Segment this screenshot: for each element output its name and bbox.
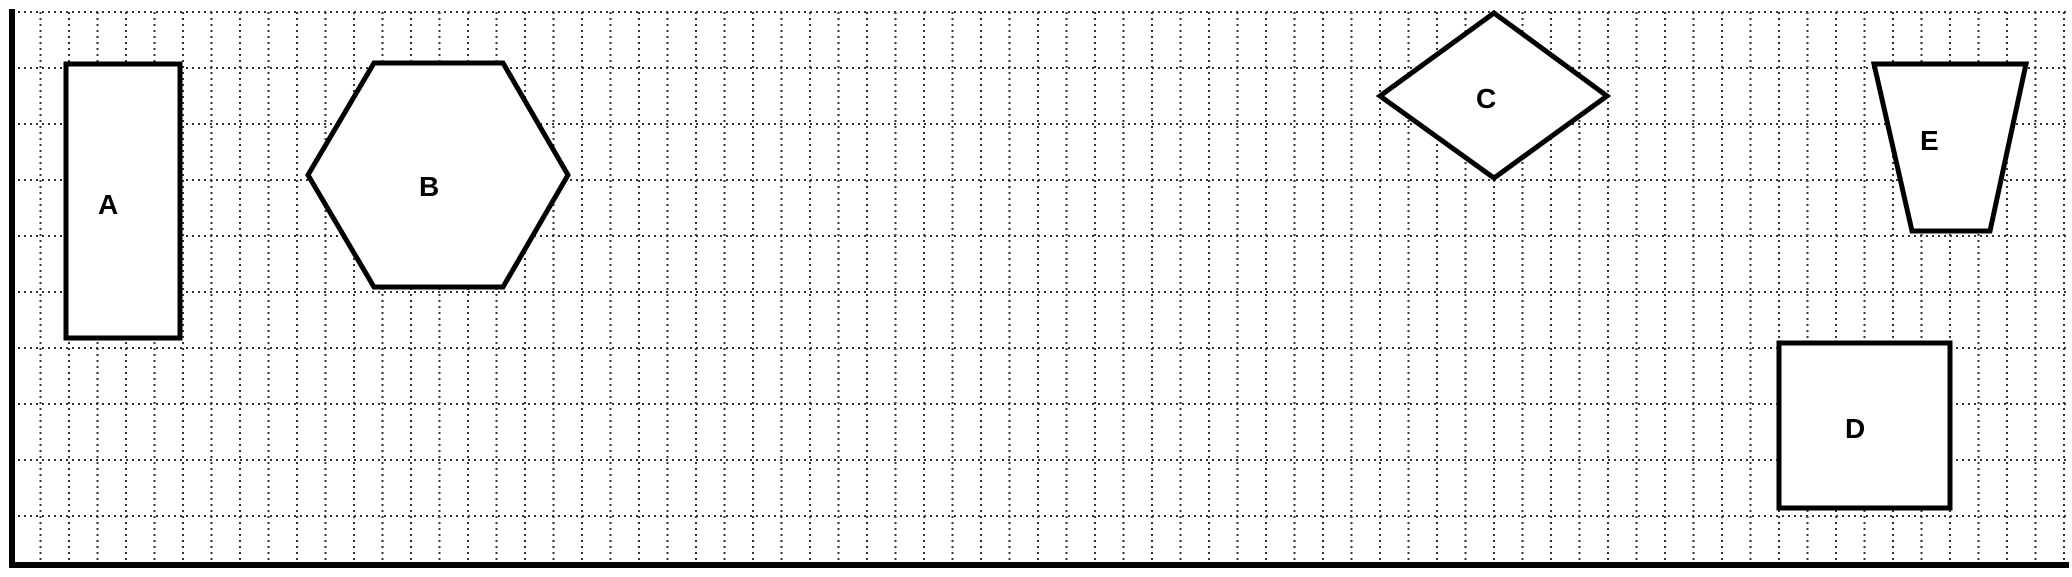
shape-e: E	[1870, 61, 2030, 234]
shape-d-label: D	[1845, 413, 1865, 444]
dotted-grid	[12, 11, 2066, 565]
shape-e-trapezoid	[1870, 61, 2030, 234]
shape-a-rectangle	[63, 61, 183, 341]
shape-d: D	[1776, 340, 1953, 511]
shape-c-rhombus	[1375, 9, 1612, 182]
shape-a: A	[63, 61, 183, 341]
shape-b-label: B	[419, 171, 439, 202]
shape-b-hexagon	[305, 60, 571, 290]
shape-c: C	[1375, 9, 1612, 182]
shape-d-square	[1776, 340, 1953, 511]
shape-b: B	[305, 60, 571, 290]
shape-e-label: E	[1920, 125, 1939, 156]
shape-a-label: A	[98, 189, 118, 220]
shape-c-label: C	[1476, 83, 1496, 114]
